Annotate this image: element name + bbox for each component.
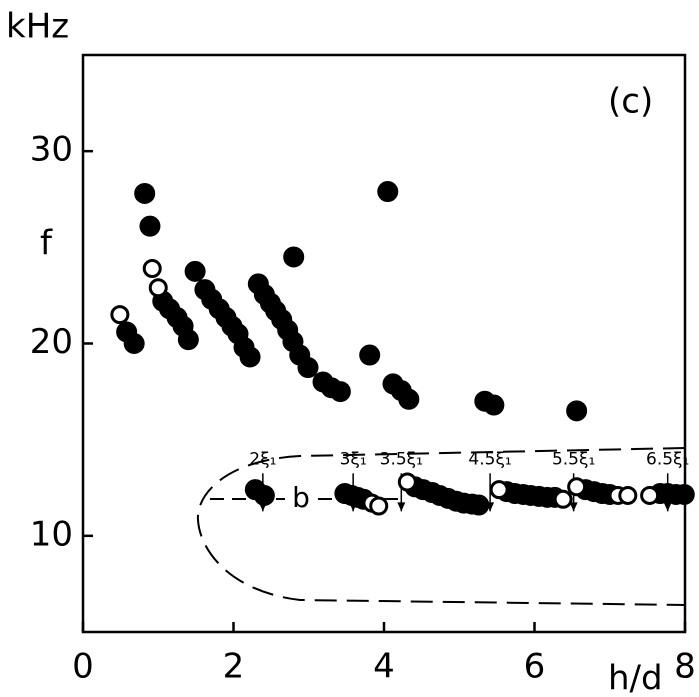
- open-point: [618, 485, 638, 505]
- filled-point: [283, 246, 305, 268]
- annotation: 6.5ξ₁: [646, 449, 689, 469]
- filled-point: [134, 182, 156, 204]
- x-tick-label: 8: [674, 647, 696, 687]
- filled-point: [468, 494, 490, 516]
- y-tick-label: 10: [30, 514, 73, 554]
- filled-point: [483, 394, 505, 416]
- filled-point: [177, 329, 199, 351]
- open-point: [148, 278, 168, 298]
- arrow-head: [663, 502, 672, 512]
- boundary-curve: [196, 447, 686, 606]
- open-point: [553, 489, 573, 509]
- arrow-head: [397, 502, 406, 512]
- open-point: [567, 477, 587, 497]
- filled-point: [184, 260, 206, 282]
- open-point: [369, 496, 389, 516]
- filled-point: [377, 181, 399, 203]
- open-point: [489, 480, 509, 500]
- x-tick-label: 6: [524, 647, 546, 687]
- filled-point: [139, 215, 161, 237]
- annotation: 3ξ₁: [340, 449, 367, 469]
- filled-point: [123, 333, 145, 354]
- annotation: 3.5ξ₁: [380, 449, 423, 469]
- y-axis-label: f: [40, 224, 53, 264]
- filled-point: [329, 381, 351, 403]
- x-tick-label: 4: [373, 647, 395, 687]
- x-tick-label: 2: [223, 647, 245, 687]
- filled-point: [253, 484, 275, 506]
- annotation: 2ξ₁: [249, 449, 276, 469]
- panel-label: (c): [608, 82, 653, 122]
- filled-point: [566, 400, 588, 422]
- filled-point: [673, 483, 695, 505]
- x-tick-label: 0: [72, 647, 94, 687]
- arrow-head: [569, 502, 578, 512]
- y-tick-label: 20: [30, 322, 73, 362]
- open-point: [397, 472, 417, 492]
- x-axis-label: h/d: [608, 659, 663, 697]
- filled-point: [239, 346, 261, 368]
- curve-label: b: [292, 481, 310, 514]
- filled-point: [398, 388, 420, 410]
- y-unit: kHz: [6, 7, 69, 47]
- annotation: 4.5ξ₁: [468, 449, 511, 469]
- open-point: [640, 485, 660, 505]
- filled-point: [297, 357, 319, 379]
- open-point: [110, 305, 130, 325]
- filled-point: [359, 344, 381, 366]
- y-tick-label: 30: [30, 130, 73, 170]
- annotation: 5.5ξ₁: [552, 449, 595, 469]
- open-point: [142, 258, 162, 278]
- plot-frame: [81, 53, 687, 634]
